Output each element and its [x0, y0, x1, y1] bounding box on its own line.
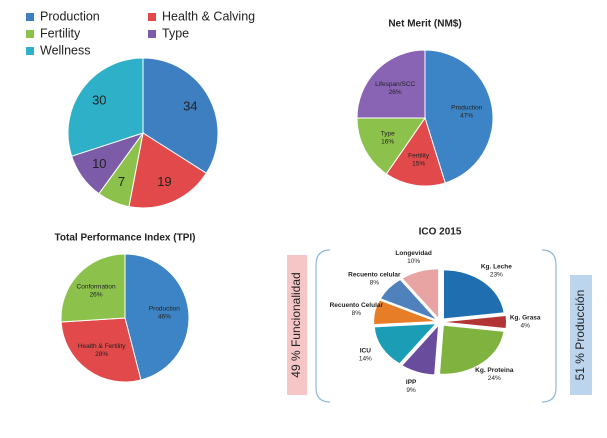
pie-slice [128, 132, 208, 209]
slice-category: ICU [360, 348, 372, 355]
slice-label: 15% [412, 160, 425, 167]
chart-title: ICO 2015 [419, 227, 462, 238]
legend-swatch [26, 13, 34, 21]
pie-slice [374, 300, 435, 325]
slice-category: Lifespan/SCC [375, 81, 415, 88]
pie-slice [443, 270, 504, 319]
slice-label: 23% [490, 272, 503, 279]
slice-label: 26% [389, 89, 402, 96]
chart-title: Total Performance Index (TPI) [55, 233, 196, 244]
legend-label: Health & Calving [162, 9, 255, 23]
pie-slice [356, 49, 426, 119]
bracket [315, 249, 331, 403]
annotation-box [287, 255, 307, 395]
pie-slice [385, 116, 446, 187]
slice-category: Type [381, 130, 395, 137]
slice-label: 47% [460, 112, 473, 119]
slice-label: 8% [370, 279, 380, 286]
slice-label: 10 [92, 156, 106, 171]
legend-label: Production [40, 9, 100, 23]
slice-label: 4% [520, 323, 530, 330]
slice-label: 7 [118, 174, 125, 189]
slice-label: 26% [90, 292, 103, 299]
pie-slice [402, 269, 439, 318]
slice-label: 10% [407, 258, 420, 265]
slice-label: 9% [406, 387, 416, 394]
pie-slice [381, 280, 436, 319]
pie-slice [124, 253, 190, 381]
legend-label: Type [162, 26, 189, 40]
chart-title: Net Merit (NM$) [388, 19, 461, 30]
pie-slice [356, 117, 426, 175]
slice-category: Health & Fertility [78, 343, 126, 350]
slice-category: IPP [406, 379, 417, 386]
slice-label: 16% [381, 138, 394, 145]
legend-label: Fertility [40, 26, 81, 40]
pie-slice [374, 324, 435, 364]
legend-swatch [148, 30, 156, 38]
slice-category: Conformation [77, 284, 116, 291]
pie-slice [446, 315, 506, 329]
pie-slice [60, 317, 142, 383]
slice-category: Recuento Celular [330, 302, 384, 309]
slice-label: 19 [157, 174, 171, 189]
pie-slice [440, 325, 504, 374]
slice-category: Production [451, 104, 482, 111]
slice-label: 34 [183, 98, 197, 113]
pie-slice [424, 49, 494, 184]
pie-slice [67, 57, 144, 157]
slice-label: 30 [92, 93, 106, 108]
pie-slice [402, 326, 438, 375]
legend-swatch [26, 30, 34, 38]
slice-label: 8% [352, 310, 362, 317]
annotation: 51 % Producción [573, 290, 587, 381]
annotation-box [570, 275, 592, 395]
annotation: 49 % Funcionalidad [289, 272, 303, 377]
slice-category: Kg. Grasa [510, 315, 541, 322]
legend-swatch [148, 13, 156, 21]
pie-slice [60, 253, 126, 323]
slice-category: Recuento celular [348, 271, 401, 278]
slice-label: 46% [158, 314, 171, 321]
slice-category: Longevidad [395, 250, 432, 257]
bracket [541, 249, 557, 403]
legend-swatch [26, 47, 34, 55]
slice-category: Fertility [408, 152, 430, 159]
slice-category: Kg. Leche [481, 264, 512, 271]
slice-category: Kg. Proteina [475, 367, 514, 374]
slice-category: Production [149, 306, 180, 313]
slice-label: 24% [488, 375, 501, 382]
legend-label: Wellness [40, 43, 90, 57]
slice-label: 28% [95, 351, 108, 358]
slice-label: 14% [359, 356, 372, 363]
